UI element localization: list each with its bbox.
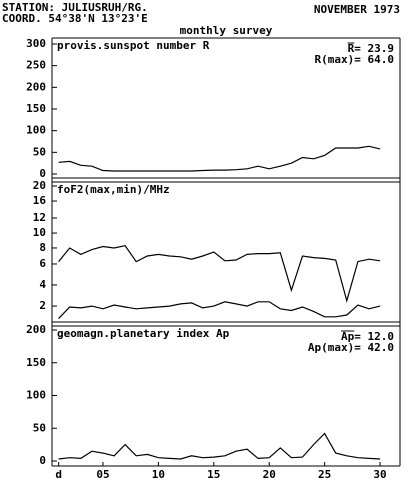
y-tick-label: 100 [26, 124, 46, 137]
annotation: R= 23.9 [348, 42, 394, 55]
x-tick-label: 30 [373, 468, 386, 480]
y-tick-label: 0 [39, 167, 46, 180]
y-tick-label: 4 [39, 278, 46, 291]
annotation: Ap(max)= 42.0 [308, 341, 394, 354]
coord: COORD. 54°38'N 13°23'E [2, 12, 148, 25]
series-line [58, 432, 381, 460]
station: STATION: JULIUSRUH/RG. [2, 1, 148, 14]
x-tick-label: 25 [318, 468, 331, 480]
panel-title: provis.sunspot number R [57, 39, 210, 52]
x-tick-label: 05 [96, 468, 109, 480]
y-tick-label: 300 [26, 37, 46, 50]
series-line [58, 245, 381, 304]
x-tick-label: d [55, 468, 62, 480]
panel-title: geomagn.planetary index Ap [57, 327, 230, 340]
y-tick-label: 8 [39, 241, 46, 254]
x-tick-label: 10 [152, 468, 165, 480]
series-line [58, 145, 381, 172]
y-tick-label: 100 [26, 389, 46, 402]
y-tick-label: 200 [26, 80, 46, 93]
y-tick-label: 6 [39, 257, 46, 270]
y-tick-label: 50 [33, 421, 46, 434]
series-line [58, 301, 381, 320]
y-tick-label: 50 [33, 145, 46, 158]
y-tick-label: 20 [33, 179, 46, 192]
y-tick-label: 250 [26, 59, 46, 72]
x-tick-label: 20 [263, 468, 276, 480]
y-tick-label: 200 [26, 323, 46, 336]
y-tick-label: 12 [33, 211, 46, 224]
annotation: Ap= 12.0 [341, 330, 394, 343]
panel-title: foF2(max,min)/MHz [57, 183, 170, 196]
date: NOVEMBER 1973 [314, 3, 400, 16]
y-tick-label: 16 [33, 194, 47, 207]
y-tick-label: 0 [39, 454, 46, 467]
y-tick-label: 150 [26, 102, 46, 115]
y-tick-label: 150 [26, 356, 46, 369]
annotation: R(max)= 64.0 [315, 53, 394, 66]
subtitle: monthly survey [180, 24, 273, 37]
y-tick-label: 2 [39, 299, 46, 312]
x-tick-label: 15 [207, 468, 220, 480]
y-tick-label: 10 [33, 226, 46, 239]
